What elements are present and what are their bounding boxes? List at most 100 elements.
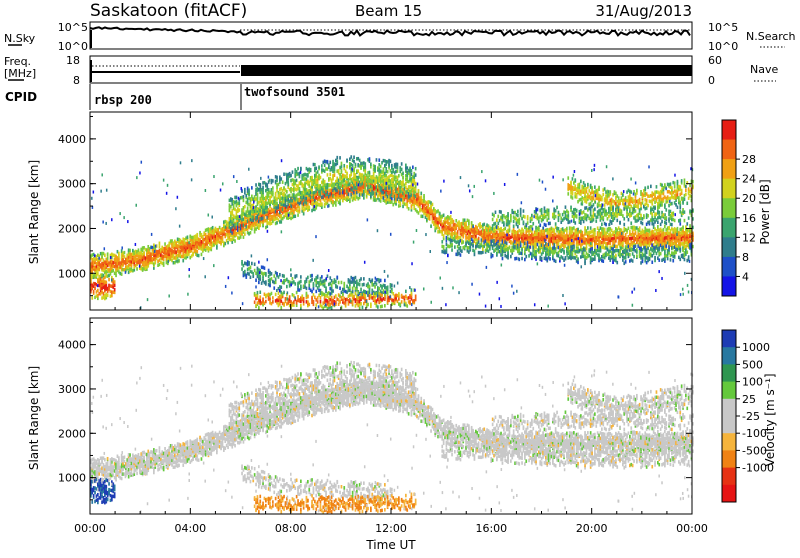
power-cell bbox=[143, 251, 145, 255]
power-cell bbox=[258, 306, 260, 310]
power-cell bbox=[335, 294, 337, 298]
power-cell bbox=[520, 211, 522, 215]
power-cell bbox=[324, 164, 326, 168]
power-cell bbox=[283, 274, 285, 278]
power-cell bbox=[353, 295, 355, 299]
power-cell bbox=[352, 290, 354, 294]
power-cell bbox=[182, 259, 184, 263]
power-cell bbox=[201, 253, 203, 257]
power-cell bbox=[259, 224, 261, 228]
freq-unit-label: [MHz] bbox=[4, 67, 36, 80]
power-cell bbox=[450, 215, 452, 219]
power-cell bbox=[271, 292, 273, 296]
power-cell bbox=[398, 292, 400, 296]
power-cell bbox=[496, 218, 498, 222]
power-cell bbox=[565, 256, 567, 260]
power-cell bbox=[397, 166, 399, 170]
power-cell bbox=[376, 158, 378, 162]
freq-tick-bottom: 8 bbox=[73, 74, 80, 87]
power-cell bbox=[504, 227, 506, 231]
power-cell bbox=[321, 275, 323, 279]
power-cell bbox=[300, 280, 302, 284]
cpid-mode-1: rbsp 200 bbox=[94, 93, 152, 107]
power-cell bbox=[523, 220, 525, 224]
power-cell bbox=[555, 260, 557, 264]
power-cell bbox=[520, 208, 522, 212]
nsky-label: N.Sky bbox=[4, 32, 36, 45]
power-cell bbox=[341, 281, 343, 285]
power-cell bbox=[521, 257, 523, 261]
power-cell bbox=[556, 206, 558, 210]
power-cell bbox=[472, 244, 474, 248]
power-cell bbox=[460, 253, 462, 257]
nsky-tick-bottom: 10^0 bbox=[58, 40, 88, 53]
power-cell bbox=[387, 291, 389, 295]
power-cell bbox=[272, 179, 274, 183]
power-cell bbox=[376, 282, 378, 286]
power-cell bbox=[423, 194, 425, 198]
power-cell bbox=[107, 252, 109, 256]
power-cell bbox=[443, 245, 445, 249]
power-cell bbox=[411, 288, 413, 292]
power-cell bbox=[495, 222, 497, 226]
power-cell bbox=[492, 218, 494, 222]
power-cell bbox=[380, 279, 382, 283]
power-cell bbox=[482, 247, 484, 251]
power-cell bbox=[513, 225, 515, 229]
power-cell bbox=[336, 160, 338, 164]
power-cell bbox=[258, 281, 260, 285]
freq-trace bbox=[91, 60, 692, 82]
power-cell bbox=[545, 223, 547, 227]
power-cell bbox=[254, 300, 256, 304]
power-cell bbox=[325, 286, 327, 290]
power-cell bbox=[290, 174, 292, 178]
freq-dense-block bbox=[241, 65, 692, 76]
power-cell bbox=[355, 163, 357, 167]
power-cell bbox=[391, 284, 393, 288]
power-cell bbox=[286, 285, 288, 289]
power-cell bbox=[364, 294, 366, 298]
power-cell bbox=[369, 157, 371, 161]
power-cell bbox=[401, 300, 403, 304]
power-cell bbox=[371, 278, 373, 282]
power-cell bbox=[430, 224, 432, 228]
power-cell bbox=[282, 180, 284, 184]
power-cell bbox=[451, 243, 453, 247]
power-cell bbox=[384, 279, 386, 283]
power-cell bbox=[544, 206, 546, 210]
power-cell bbox=[244, 205, 246, 209]
power-cell bbox=[523, 209, 525, 213]
power-cell bbox=[257, 193, 259, 197]
cpid-label: CPID bbox=[5, 90, 37, 104]
power-cell bbox=[408, 207, 410, 211]
power-cell bbox=[502, 253, 504, 256]
power-cell bbox=[541, 208, 543, 212]
power-cell bbox=[324, 180, 326, 184]
power-cell bbox=[238, 208, 240, 212]
power-cell bbox=[555, 215, 557, 219]
power-cell bbox=[343, 164, 345, 168]
power-cell bbox=[482, 250, 484, 254]
power-cell bbox=[327, 173, 329, 177]
power-cell bbox=[114, 288, 116, 292]
power-cell bbox=[339, 286, 341, 290]
power-cell bbox=[432, 203, 434, 207]
power-cell bbox=[94, 287, 96, 291]
power-cell bbox=[286, 190, 288, 194]
power-cell bbox=[292, 170, 294, 174]
power-cell bbox=[402, 175, 404, 179]
power-cell bbox=[335, 203, 337, 207]
power-cell bbox=[565, 205, 567, 209]
power-cell bbox=[405, 290, 407, 294]
power-cell bbox=[567, 192, 569, 196]
power-cell bbox=[572, 177, 574, 181]
power-cell bbox=[523, 229, 525, 233]
power-cell bbox=[453, 220, 455, 224]
power-cell bbox=[387, 285, 389, 289]
power-cell bbox=[390, 160, 392, 164]
power-cell bbox=[244, 232, 246, 236]
power-cell bbox=[104, 253, 106, 257]
power-cell bbox=[241, 267, 243, 271]
power-cell bbox=[321, 202, 323, 206]
power-cell bbox=[402, 180, 404, 184]
